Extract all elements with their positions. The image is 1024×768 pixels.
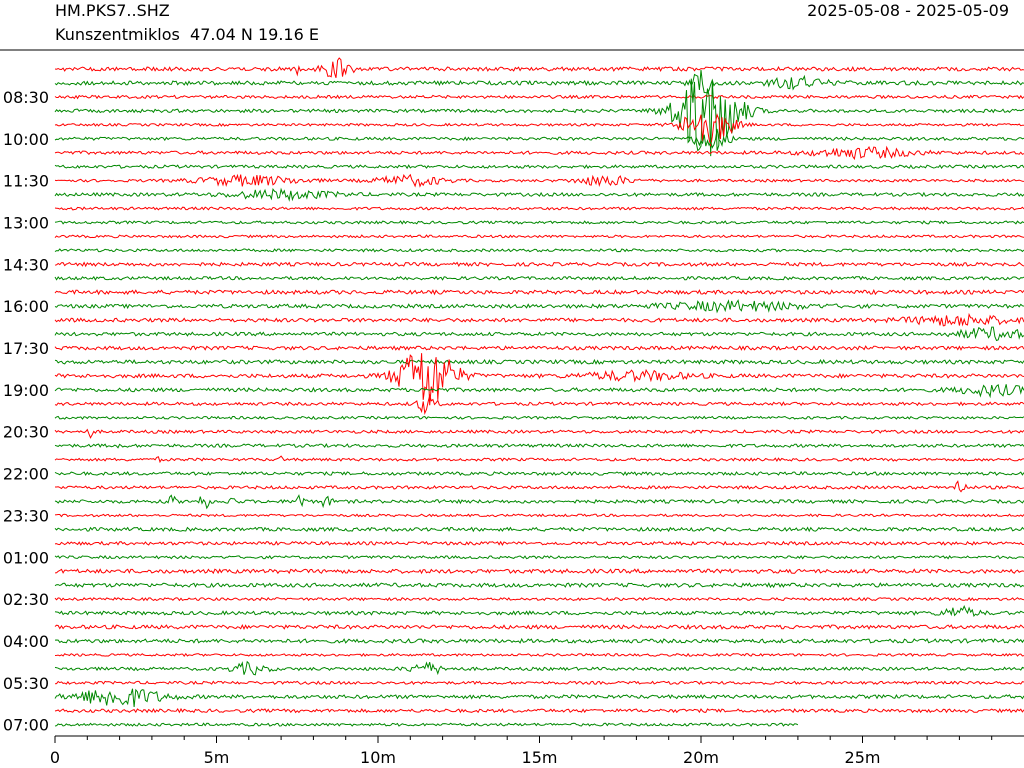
y-tick-label: 02:30: [3, 590, 49, 609]
trace-row-25: [54, 415, 1024, 420]
trace-row-38: [54, 596, 1024, 602]
trace-row-46: [54, 707, 1024, 714]
trace-row-44: [54, 680, 1024, 686]
y-tick-label: 11:30: [3, 172, 49, 191]
trace-row-15: [54, 275, 1024, 281]
time-axis-labels: 08:30 10:00 11:30 13:00 14:30 16:00 17:30 19:00…: [3, 88, 49, 735]
trace-row-28: [54, 455, 1024, 464]
y-tick-label: 17:30: [3, 339, 49, 358]
trace-row-0: [54, 57, 1024, 78]
trace-row-16: [54, 289, 1024, 296]
trace-row-17: [54, 299, 1024, 314]
trace-row-13: [54, 248, 1024, 253]
x-tick-label: 25m: [845, 748, 881, 767]
trace-row-14: [54, 261, 1024, 268]
y-tick-label: 05:30: [3, 674, 49, 693]
trace-row-22: [54, 353, 1024, 406]
trace-row-40: [54, 623, 1024, 630]
trace-row-19: [54, 326, 1024, 342]
seismic-traces: [54, 57, 1024, 727]
station-location: Kunszentmiklos 47.04 N 19.16 E: [55, 25, 319, 44]
trace-row-35: [54, 555, 1024, 560]
y-tick-label: 14:30: [3, 255, 49, 274]
trace-row-29: [54, 470, 1024, 477]
trace-row-5: [54, 128, 1024, 149]
trace-row-24: [54, 393, 1024, 416]
trace-row-7: [54, 164, 1024, 170]
station-code: HM.PKS7..SHZ: [55, 1, 170, 20]
trace-row-12: [54, 234, 1024, 239]
date-range: 2025-05-08 - 2025-05-09: [807, 1, 1009, 20]
x-tick-label: 20m: [683, 748, 719, 767]
trace-row-3: [54, 78, 1024, 157]
x-axis: 0 5m 10m 15m 20m 25m: [50, 735, 1024, 767]
trace-row-39: [54, 605, 1024, 618]
trace-row-4: [54, 113, 1024, 147]
trace-row-34: [54, 540, 1024, 546]
x-tick-label: 15m: [522, 748, 558, 767]
trace-row-11: [54, 220, 1024, 225]
trace-row-18: [54, 312, 1024, 327]
trace-row-43: [54, 660, 1024, 676]
x-tick-label: 0: [50, 748, 60, 767]
y-tick-label: 23:30: [3, 506, 49, 525]
y-tick-label: 20:30: [3, 423, 49, 442]
x-tick-label: 10m: [360, 748, 396, 767]
y-tick-label: 08:30: [3, 88, 49, 107]
y-tick-label: 07:00: [3, 716, 49, 735]
trace-row-37: [54, 582, 1024, 589]
trace-row-21: [54, 358, 1024, 365]
trace-row-42: [54, 652, 1024, 657]
trace-row-20: [54, 345, 1024, 351]
trace-row-10: [54, 206, 1024, 211]
x-tick-label: 5m: [204, 748, 230, 767]
y-tick-label: 01:00: [3, 548, 49, 567]
trace-row-9: [54, 187, 1024, 202]
y-tick-label: 04:00: [3, 632, 49, 651]
trace-row-26: [54, 428, 1024, 439]
y-tick-label: 22:00: [3, 465, 49, 484]
trace-row-33: [54, 526, 1024, 533]
trace-row-6: [54, 145, 1024, 161]
y-tick-label: 16:00: [3, 297, 49, 316]
y-tick-label: 10:00: [3, 130, 49, 149]
trace-row-30: [55, 480, 1024, 493]
trace-row-41: [54, 637, 1024, 644]
y-tick-label: 13:00: [3, 213, 49, 232]
trace-row-27: [54, 443, 1024, 449]
trace-row-1: [54, 69, 1024, 94]
trace-row-8: [54, 173, 1024, 188]
trace-row-47: [54, 722, 799, 727]
y-tick-label: 19:00: [3, 381, 49, 400]
trace-row-23: [54, 384, 1024, 399]
trace-row-45: [54, 688, 1024, 708]
trace-row-36: [54, 568, 1024, 575]
trace-row-2: [54, 94, 1024, 100]
trace-row-31: [54, 494, 1024, 510]
trace-row-32: [54, 513, 1024, 518]
